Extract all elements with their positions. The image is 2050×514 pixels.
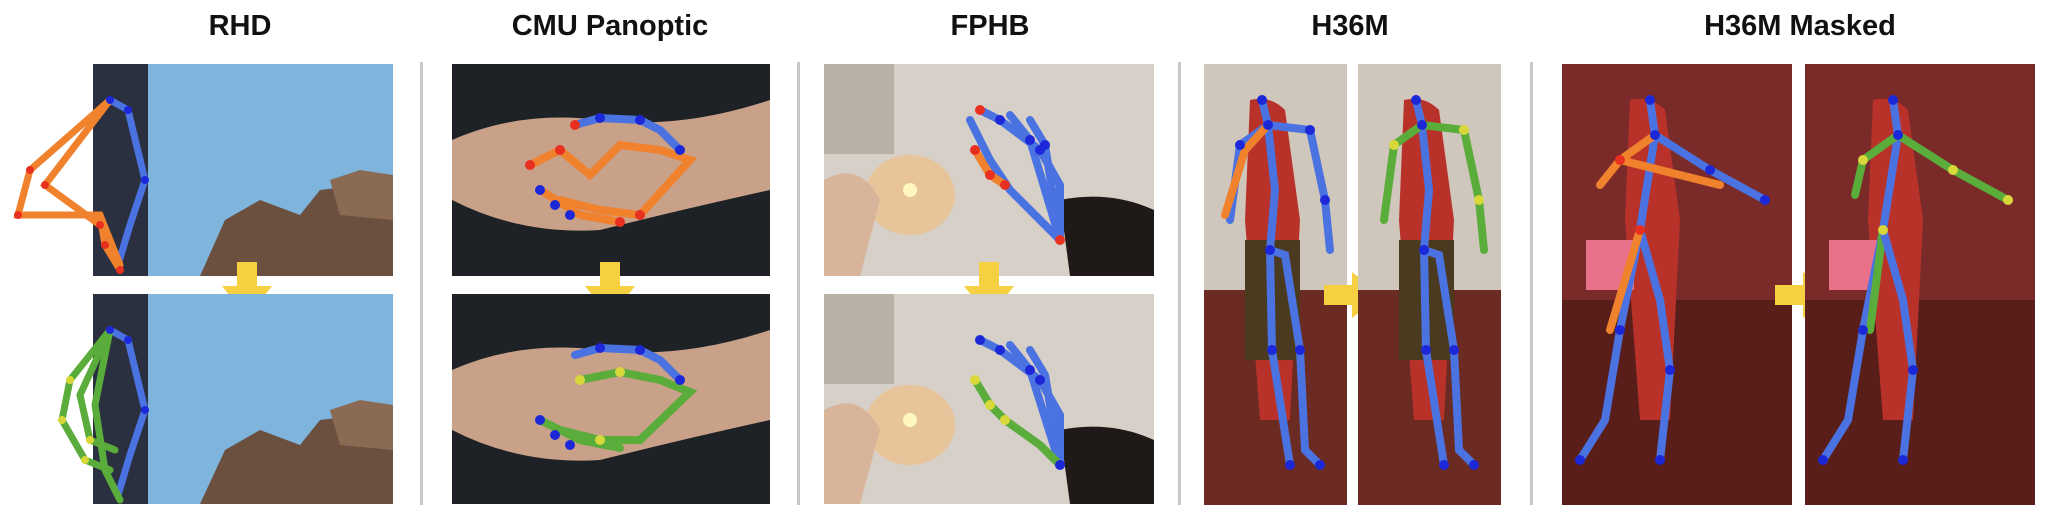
- fphb-top-joints: [970, 105, 1065, 245]
- separator-3: [1178, 62, 1181, 505]
- title-h36m-masked: H36M Masked: [1704, 10, 1896, 42]
- h36m-right-joints: [1389, 95, 1484, 470]
- fphb-bottom-joints: [970, 335, 1065, 470]
- h36m-right-image: [1358, 64, 1501, 505]
- title-cmu-panoptic: CMU Panoptic: [511, 10, 709, 42]
- rhd-bottom-image: [93, 294, 393, 504]
- separator-4: [1530, 62, 1533, 505]
- title-rhd: RHD: [208, 10, 272, 42]
- h36m-masked-left-skeleton: [1576, 96, 1769, 464]
- h36m-left-joints: [1235, 95, 1330, 470]
- separator-1: [420, 62, 423, 505]
- title-fphb: FPHB: [950, 10, 1030, 42]
- rhd-top-joints: [14, 96, 149, 274]
- separator-2: [797, 62, 800, 505]
- cmu-bottom-image: [452, 294, 770, 504]
- h36m-left-image: [1204, 64, 1347, 505]
- cmu-top-image: [452, 64, 770, 276]
- h36m-masked-left-joints: [1575, 95, 1770, 465]
- cmu-top-joints: [525, 113, 685, 227]
- rhd-top-image: [93, 64, 393, 276]
- title-h36m: H36M: [1311, 10, 1389, 42]
- cmu-bottom-joints: [535, 343, 685, 450]
- rhd-bottom-joints: [58, 326, 149, 464]
- h36m-masked-right-joints: [1818, 95, 2013, 465]
